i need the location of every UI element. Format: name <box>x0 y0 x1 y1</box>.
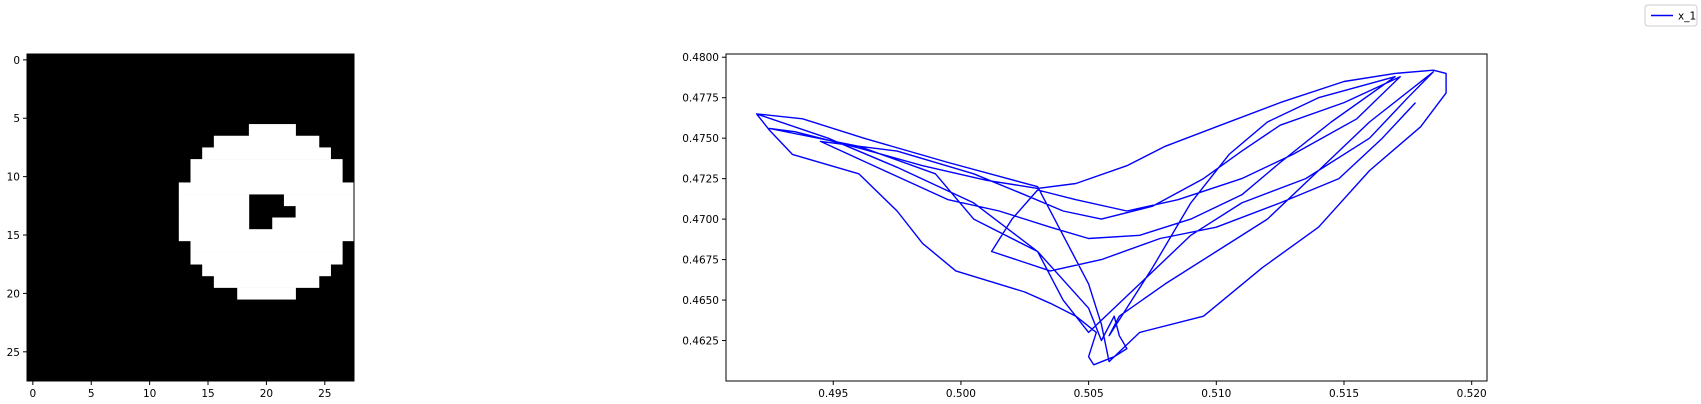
image-x-tick-label: 15 <box>201 388 214 400</box>
plot-x-tick-label: 0.505 <box>1074 388 1104 400</box>
image-pixel-run <box>202 147 331 160</box>
image-pixel-run <box>178 182 355 195</box>
image-x-tick-label: 20 <box>260 388 273 400</box>
image-y-tick-label: 20 <box>7 288 20 300</box>
image-pixel-run <box>178 217 250 230</box>
series-line-x_1 <box>755 69 1447 366</box>
image-pixel-run <box>237 287 296 300</box>
image-y-tick-label: 5 <box>13 113 20 125</box>
plot-y-tick-label: 0.4725 <box>682 174 719 186</box>
image-y-tick-label: 15 <box>7 230 20 242</box>
image-pixel-run <box>178 194 250 207</box>
image-x-tick-label: 0 <box>29 388 36 400</box>
plot-x-tick-label: 0.520 <box>1457 388 1487 400</box>
plot-x-tick-label: 0.500 <box>946 388 976 400</box>
plot-y-tick-label: 0.4650 <box>682 295 719 307</box>
plot-x-tick-label: 0.495 <box>818 388 848 400</box>
plot-x-tick-label: 0.510 <box>1201 388 1231 400</box>
image-x-tick-label: 5 <box>88 388 95 400</box>
plot-x-tick-label: 0.515 <box>1329 388 1359 400</box>
plot-y-axis: 0.4625 0.4650 0.4675 0.4700 0.4725 0.4750 0.47… <box>682 52 726 348</box>
image-axes-frame <box>26 53 355 382</box>
image-pixel-run <box>190 240 343 253</box>
legend: x_1 <box>1644 4 1698 27</box>
image-pixel-run <box>295 205 355 218</box>
image-y-axis: 0 5 10 15 20 25 <box>7 55 27 359</box>
image-pixel-run <box>283 194 355 207</box>
image-pixel-run <box>213 135 320 148</box>
plot-y-tick-label: 0.4775 <box>682 93 719 105</box>
plot-axes-frame <box>725 53 1488 382</box>
image-x-tick-label: 10 <box>143 388 156 400</box>
image-pixel-run <box>178 229 355 242</box>
image-pixel-run <box>272 217 355 230</box>
plot-panel: 0.495 0.500 0.505 0.510 0.515 0.520 0.46250.4… <box>682 52 1488 400</box>
image-x-tick-label: 25 <box>318 388 331 400</box>
plot-y-tick-label: 0.4750 <box>682 133 719 145</box>
image-pixel-run <box>248 124 296 137</box>
plot-y-tick-label: 0.4625 <box>682 336 719 348</box>
image-heatmap <box>27 54 355 381</box>
image-pixel-run <box>190 252 343 265</box>
image-panel: 0 5 10 15 20 25 0 5 10 15 20 25 <box>7 53 355 400</box>
image-pixel-run <box>178 205 250 218</box>
image-y-tick-label: 25 <box>7 347 20 359</box>
legend-label-x_1: x_1 <box>1678 11 1696 23</box>
plot-y-tick-label: 0.4800 <box>682 52 719 64</box>
plot-x-axis: 0.495 0.500 0.505 0.510 0.515 0.520 <box>818 381 1487 400</box>
image-pixel-run <box>213 275 320 288</box>
image-y-tick-label: 0 <box>13 55 20 67</box>
image-x-axis: 0 5 10 15 20 25 <box>29 381 331 400</box>
image-pixel-run <box>202 264 331 277</box>
plot-y-tick-label: 0.4700 <box>682 214 719 226</box>
image-y-tick-label: 10 <box>7 172 20 184</box>
image-pixel-run <box>190 170 343 183</box>
image-pixel-run <box>190 159 343 172</box>
plot-y-tick-label: 0.4675 <box>682 255 719 267</box>
